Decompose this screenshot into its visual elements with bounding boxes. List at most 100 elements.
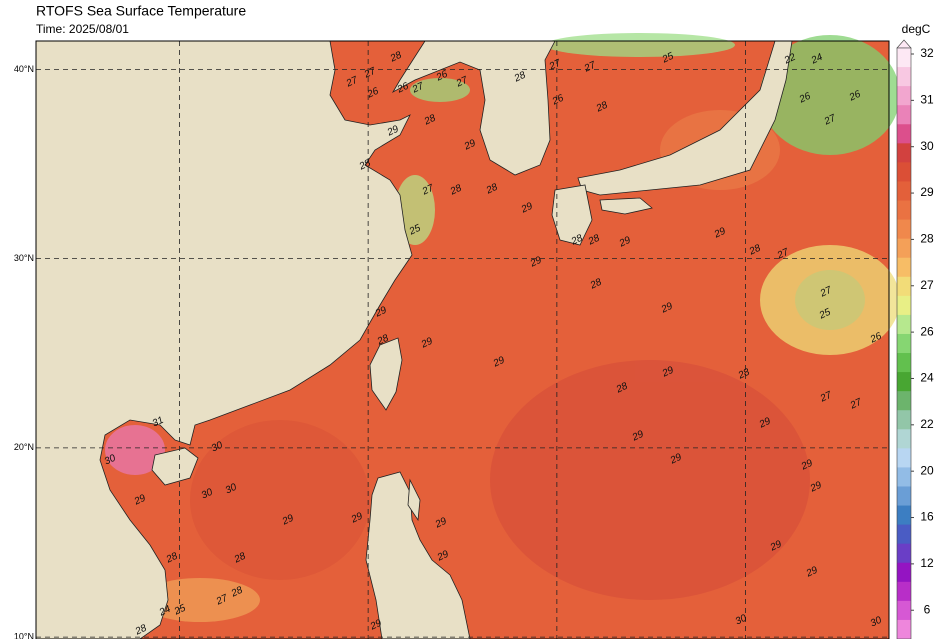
contour-label: 29: [519, 201, 535, 216]
colorbar-label: 16: [920, 510, 934, 524]
map-frame: [35, 40, 890, 639]
colorbar-swatch: [897, 486, 911, 507]
contour-label: 31: [151, 415, 166, 430]
colorbar-swatch: [897, 143, 911, 163]
colorbar-frame: [896, 47, 912, 639]
contour-label: 30: [210, 440, 225, 455]
colorbar-cap: [896, 39, 912, 49]
contour-label: 25: [172, 603, 188, 618]
contour-label: 30: [869, 615, 884, 630]
colorbar-label: 31: [920, 93, 934, 107]
contour-label: 29: [368, 618, 384, 633]
contour-label: 26: [434, 69, 450, 84]
contour-label: 28: [357, 158, 373, 173]
colorbar-swatch: [897, 581, 911, 602]
colorbar-swatch: [897, 562, 911, 583]
contour-label: 29: [433, 516, 449, 531]
contour-label: 22: [782, 52, 798, 67]
colorbar-label: 27: [920, 278, 934, 292]
contour-label: 29: [808, 480, 824, 495]
time: Time: 2025/08/01: [36, 22, 129, 36]
colorbar-label: 20: [920, 463, 934, 477]
lat-label: 20°N: [14, 442, 34, 452]
contour-label: 27: [818, 285, 834, 300]
contour-label: 29: [435, 549, 451, 564]
contour-label: 29: [668, 452, 684, 467]
contour-label: 27: [214, 593, 230, 608]
taiwan: [369, 337, 403, 411]
contour-label: 27: [420, 183, 436, 198]
contour-label: 29: [373, 305, 389, 320]
contour-label: 30: [103, 453, 118, 468]
contour-label: 27: [818, 390, 834, 405]
lat-label: 40°N: [14, 64, 34, 74]
colorbar-swatch: [897, 353, 911, 373]
colorbar-swatch: [897, 391, 911, 411]
colorbar-swatch: [897, 276, 911, 297]
colorbar-swatch: [897, 67, 911, 87]
contour-label: 24: [157, 604, 173, 619]
contour-label: 29: [419, 336, 435, 351]
mainland: [35, 40, 413, 639]
contour-label: 28: [448, 183, 464, 198]
contour-label: 29: [349, 511, 365, 526]
colorbar-swatch: [897, 86, 911, 106]
contour-label: 27: [582, 60, 598, 75]
colorbar-swatch: [897, 600, 911, 621]
contour-label: 28: [164, 551, 180, 566]
contour-label: 28: [736, 367, 752, 382]
contour-label: 28: [512, 70, 528, 85]
colorbar-swatch: [897, 448, 911, 468]
contour-label: 25: [817, 307, 833, 322]
contour-label: 29: [132, 493, 148, 508]
contour-label: 28: [586, 233, 602, 248]
contour-label: 27: [547, 58, 563, 73]
colorbar-label: 30: [920, 139, 934, 153]
contour-label: 30: [734, 613, 749, 628]
colorbar-swatch: [897, 543, 911, 564]
contour-label: 28: [588, 277, 604, 292]
contour-label: 29: [617, 235, 633, 250]
colorbar-swatch: [897, 619, 911, 639]
colorbar-swatch: [897, 238, 911, 259]
grid: 40°N 30°N 20°N 10°N: [14, 41, 889, 639]
contour-label: 28: [484, 182, 500, 197]
korea: [391, 40, 556, 176]
contour-label: 29: [660, 365, 676, 380]
contour-label: 28: [747, 243, 763, 258]
sea-shading: [105, 33, 900, 622]
contour-label: 29: [768, 539, 784, 554]
honshu: [577, 40, 793, 196]
contour-label: 27: [410, 81, 426, 96]
contour-label: 28: [422, 113, 438, 128]
colorbar: degC 32 31 30 29 28 27 26 24 22 20 16 12 6: [896, 22, 934, 639]
contour-label: 29: [385, 124, 401, 139]
contour-label: 26: [847, 89, 863, 104]
title: RTOFS Sea Surface Temperature: [36, 3, 246, 19]
contour-label: 29: [528, 255, 544, 270]
contour-label: 26: [395, 81, 411, 96]
colorbar-label: 29: [920, 185, 934, 199]
contour-label: 27: [848, 397, 864, 412]
colorbar-unit: degC: [902, 22, 931, 36]
colorbar-swatch: [897, 333, 911, 354]
contour-label: 29: [804, 565, 820, 580]
colorbar-label: 12: [920, 556, 934, 570]
contour-label: 26: [797, 91, 813, 106]
contour-label: 29: [659, 301, 675, 316]
colorbar-label: 24: [920, 371, 934, 385]
shikoku: [599, 197, 653, 215]
colorbar-swatch: [897, 257, 911, 278]
contour-label: 27: [822, 113, 838, 128]
contour-label: 24: [809, 52, 825, 67]
contour-label: 26: [550, 93, 566, 108]
colorbar-swatch: [897, 505, 911, 526]
colorbar-swatch: [897, 429, 911, 449]
colorbar-swatch: [897, 524, 911, 545]
contour-label: 26: [868, 331, 884, 346]
colorbar-swatch: [897, 219, 911, 240]
colorbar-swatch: [897, 467, 911, 487]
